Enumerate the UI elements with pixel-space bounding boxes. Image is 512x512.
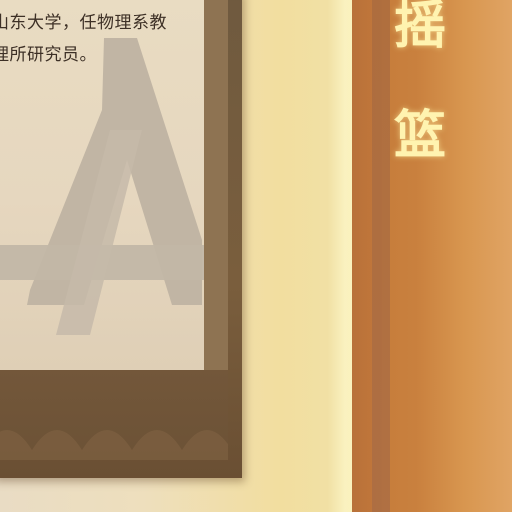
scallop-pattern bbox=[0, 430, 228, 460]
poster-mat: 山东大学，任物理系教 理所研究员。 bbox=[0, 0, 228, 460]
sign-character-1: 摇 bbox=[394, 0, 447, 56]
poster-bottom-band bbox=[0, 370, 228, 460]
poster-paper: 山东大学，任物理系教 理所研究员。 bbox=[0, 0, 204, 370]
pillar-stripe bbox=[372, 0, 390, 512]
framed-poster: 山东大学，任物理系教 理所研究员。 bbox=[0, 0, 242, 478]
poster-text-line-1: 山东大学，任物理系教 bbox=[0, 13, 167, 33]
poster-graphic-shape bbox=[0, 38, 204, 335]
poster-text-line-2: 理所研究员。 bbox=[0, 45, 97, 65]
sign-character-2: 篮 bbox=[394, 105, 447, 166]
